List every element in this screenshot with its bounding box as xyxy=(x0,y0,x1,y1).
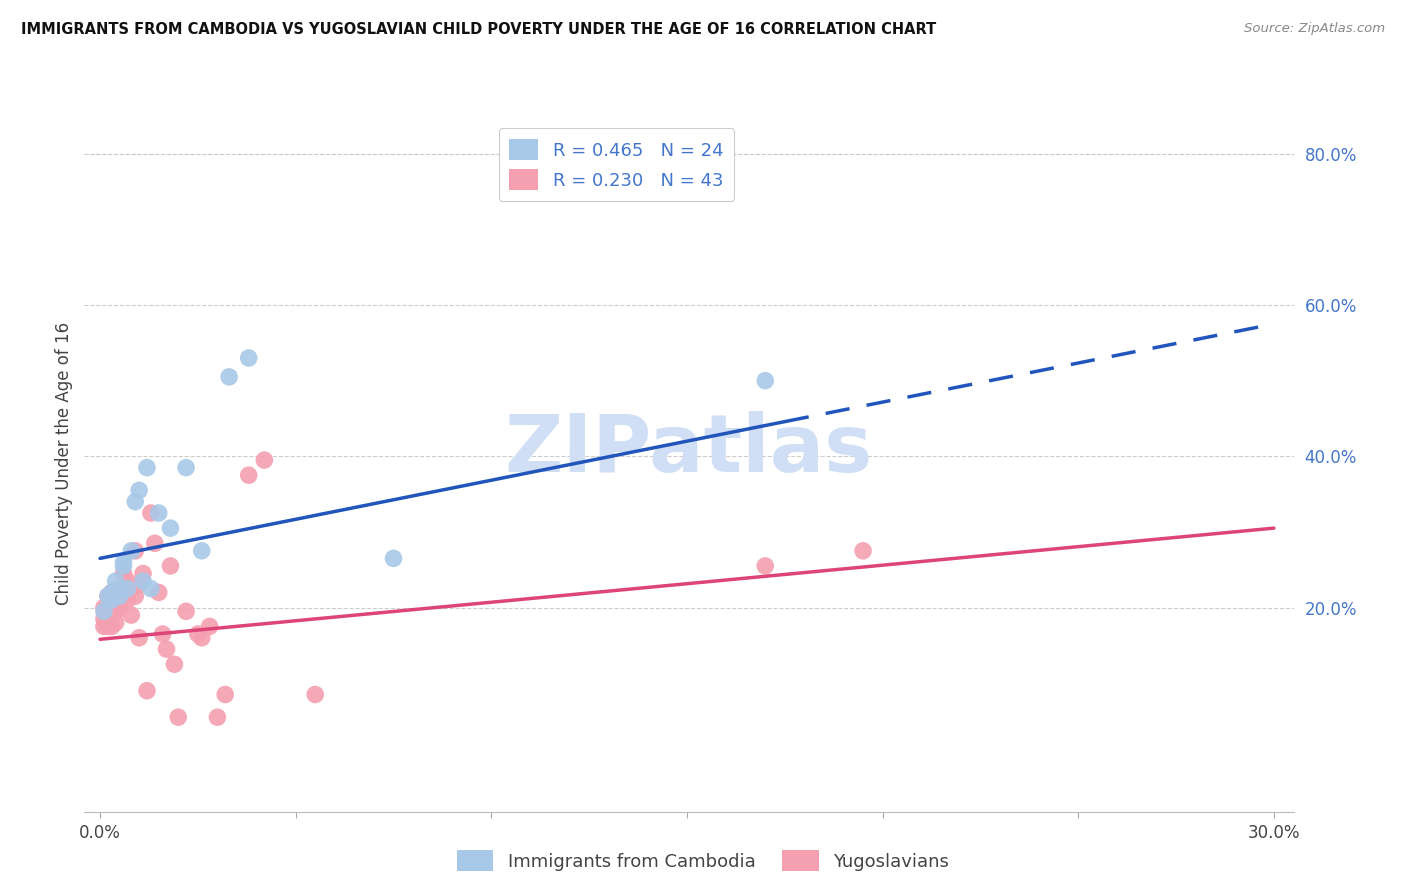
Point xyxy=(187,627,209,641)
Point xyxy=(214,688,236,702)
Point xyxy=(112,558,135,573)
Point xyxy=(132,574,155,588)
Point xyxy=(100,585,122,599)
Point xyxy=(97,589,120,603)
Point xyxy=(754,374,776,388)
Point xyxy=(108,600,131,615)
Point xyxy=(128,483,150,498)
Point xyxy=(190,631,212,645)
Point xyxy=(143,536,166,550)
Point xyxy=(159,558,181,573)
Point xyxy=(174,460,197,475)
Point xyxy=(852,543,875,558)
Text: IMMIGRANTS FROM CAMBODIA VS YUGOSLAVIAN CHILD POVERTY UNDER THE AGE OF 16 CORREL: IMMIGRANTS FROM CAMBODIA VS YUGOSLAVIAN … xyxy=(21,22,936,37)
Point xyxy=(207,710,229,724)
Point xyxy=(148,506,170,520)
Point xyxy=(124,543,146,558)
Point xyxy=(139,506,162,520)
Point xyxy=(190,543,212,558)
Point xyxy=(139,582,162,596)
Point xyxy=(198,619,221,633)
Point xyxy=(136,683,159,698)
Point xyxy=(97,619,120,633)
Point xyxy=(112,589,135,603)
Point xyxy=(93,604,115,618)
Point xyxy=(108,589,131,603)
Point xyxy=(136,460,159,475)
Y-axis label: Child Poverty Under the Age of 16: Child Poverty Under the Age of 16 xyxy=(55,322,73,606)
Point xyxy=(117,593,139,607)
Point xyxy=(152,627,174,641)
Point xyxy=(238,468,260,483)
Point xyxy=(128,578,150,592)
Point xyxy=(117,585,139,599)
Point xyxy=(112,566,135,581)
Point xyxy=(117,574,139,588)
Point xyxy=(128,631,150,645)
Point xyxy=(93,600,115,615)
Point xyxy=(163,657,186,672)
Point xyxy=(93,619,115,633)
Point xyxy=(754,558,776,573)
Point xyxy=(218,369,240,384)
Point xyxy=(148,585,170,599)
Point xyxy=(120,608,142,623)
Point xyxy=(132,566,155,581)
Point xyxy=(238,351,260,365)
Point xyxy=(155,642,177,657)
Point xyxy=(174,604,197,618)
Point xyxy=(382,551,405,566)
Point xyxy=(108,582,131,596)
Point xyxy=(167,710,190,724)
Point xyxy=(104,604,127,618)
Point xyxy=(159,521,181,535)
Point xyxy=(100,619,122,633)
Point xyxy=(104,615,127,630)
Point xyxy=(124,494,146,508)
Point xyxy=(108,582,131,596)
Point xyxy=(93,612,115,626)
Point xyxy=(253,453,276,467)
Legend: Immigrants from Cambodia, Yugoslavians: Immigrants from Cambodia, Yugoslavians xyxy=(450,843,956,879)
Text: Source: ZipAtlas.com: Source: ZipAtlas.com xyxy=(1244,22,1385,36)
Point xyxy=(97,589,120,603)
Point xyxy=(304,688,326,702)
Point xyxy=(100,593,122,607)
Point xyxy=(104,574,127,588)
Point xyxy=(117,582,139,596)
Point xyxy=(120,543,142,558)
Point xyxy=(124,589,146,603)
Point xyxy=(112,555,135,569)
Point xyxy=(120,582,142,596)
Text: ZIPatlas: ZIPatlas xyxy=(505,411,873,489)
Point xyxy=(100,585,122,599)
Legend: R = 0.465   N = 24, R = 0.230   N = 43: R = 0.465 N = 24, R = 0.230 N = 43 xyxy=(499,128,734,201)
